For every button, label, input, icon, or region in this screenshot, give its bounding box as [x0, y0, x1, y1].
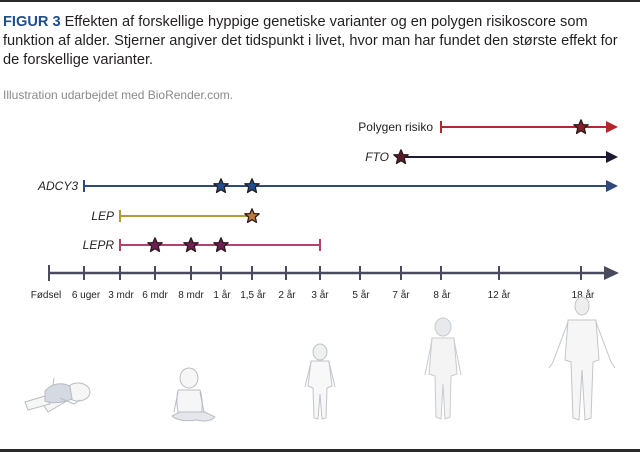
star-icon	[183, 237, 199, 253]
star-icon	[244, 208, 260, 224]
arrow-head-icon	[604, 266, 619, 280]
infant-lying-illustration	[24, 377, 91, 413]
tick-label: 6 uger	[72, 290, 101, 301]
adult-illustration	[548, 296, 616, 421]
bottom-border	[0, 449, 640, 452]
tick-label: 5 år	[352, 289, 370, 301]
star-icon	[147, 237, 163, 253]
figure-caption: FIGUR 3 Effekten af forskellige hyppige …	[3, 13, 633, 70]
figure-label: FIGUR 3	[3, 14, 61, 30]
tick-label: 1,5 år	[240, 289, 266, 301]
star-icon	[213, 237, 229, 253]
tick-label: 18 år	[572, 289, 595, 301]
tick-label: 3 mdr	[108, 290, 134, 301]
variant-label: FTO	[365, 150, 389, 164]
arrow-head-icon	[606, 121, 618, 133]
variant-polygen-risiko: Polygen risiko	[358, 119, 618, 135]
tick-label: 12 år	[488, 289, 511, 301]
age-axis: Fødsel 6 uger 3 mdr 6 mdr 8 mdr 1 år 1,5…	[31, 265, 619, 301]
variant-lep: LEP	[91, 208, 260, 224]
arrow-head-icon	[606, 151, 618, 163]
star-icon	[244, 178, 260, 194]
star-icon	[213, 178, 229, 194]
tick-label: 2 år	[278, 289, 296, 301]
variant-label: Polygen risiko	[358, 120, 433, 134]
tick-label: Fødsel	[31, 290, 62, 301]
arrow-head-icon	[606, 180, 618, 192]
baby-sitting-illustration	[171, 367, 216, 422]
variant-adcy3: ADCY3	[37, 178, 618, 194]
variant-label: LEP	[91, 209, 114, 223]
child-illustration	[424, 317, 462, 420]
variant-label: LEPR	[83, 238, 115, 252]
tick-label: 8 år	[433, 289, 451, 301]
star-icon	[393, 149, 409, 165]
tick-label: 8 mdr	[178, 290, 204, 301]
toddler-illustration	[304, 343, 336, 420]
variant-label: ADCY3	[37, 179, 78, 193]
tick-label: 6 mdr	[142, 290, 168, 301]
tick-label: 7 år	[392, 289, 410, 301]
variant-fto: FTO	[365, 149, 618, 165]
star-icon	[573, 119, 589, 135]
top-border	[0, 0, 640, 2]
tick-label: 1 år	[213, 289, 231, 301]
caption-text: Effekten af forskellige hyppige genetisk…	[3, 14, 618, 68]
illustration-credit: Illustration udarbejdet med BioRender.co…	[3, 88, 234, 102]
tick-label: 3 år	[311, 289, 329, 301]
variant-lepr: LEPR	[83, 237, 321, 253]
